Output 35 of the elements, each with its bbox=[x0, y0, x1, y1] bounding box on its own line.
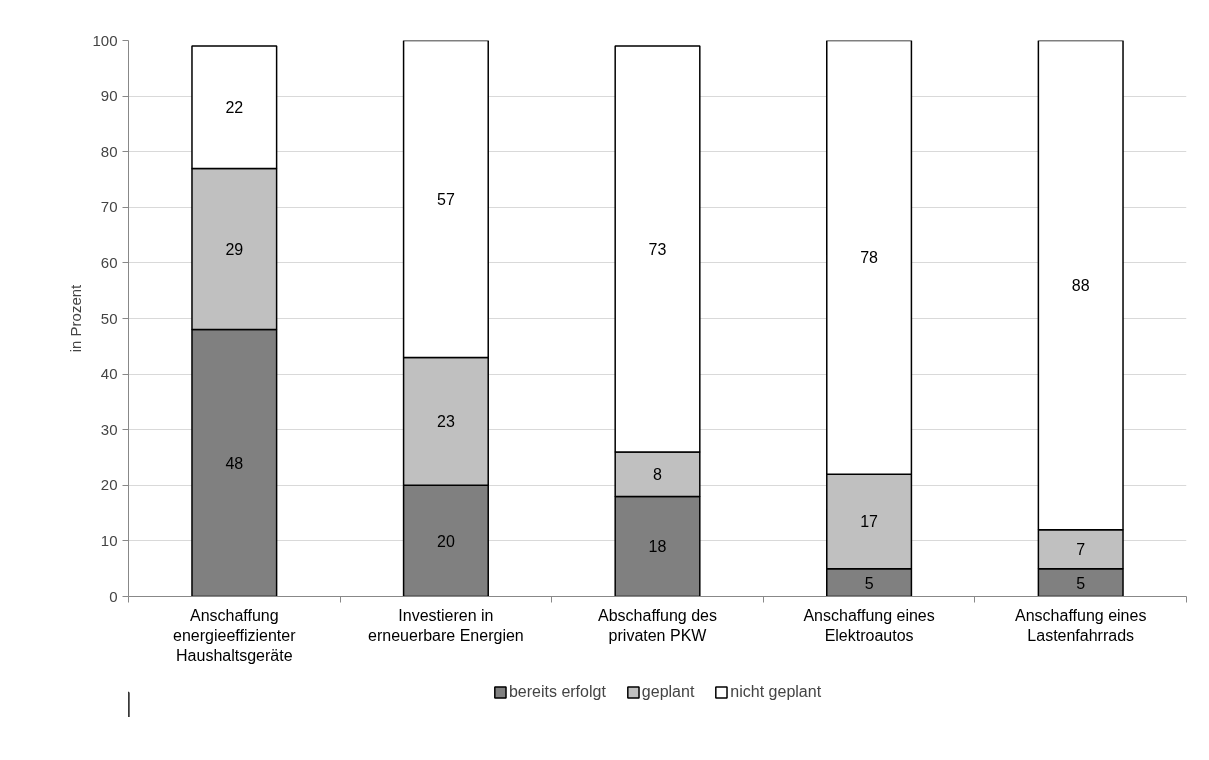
data-label: 22 bbox=[225, 99, 244, 117]
x-tick-label: Abschaffung des privaten PKW bbox=[598, 606, 717, 644]
y-tick-label: 50 bbox=[100, 309, 118, 327]
y-tick-label: 30 bbox=[100, 420, 118, 438]
data-label: 57 bbox=[437, 190, 455, 208]
data-label: 5 bbox=[864, 574, 874, 592]
data-label: 29 bbox=[225, 241, 244, 258]
data-label: 23 bbox=[437, 413, 455, 431]
legend-label: geplant bbox=[641, 683, 695, 701]
y-tick-label: 80 bbox=[100, 142, 118, 160]
data-label: 48 bbox=[225, 455, 244, 473]
data-label: 7 bbox=[1076, 541, 1086, 559]
data-label: 17 bbox=[860, 513, 879, 531]
y-tick-label: 40 bbox=[100, 365, 118, 383]
y-tick-label: 0 bbox=[109, 587, 118, 605]
data-label: 88 bbox=[1071, 277, 1090, 295]
data-label: 18 bbox=[648, 538, 667, 556]
y-axis-title: in Prozent bbox=[67, 283, 85, 353]
x-tick-label: Anschaffung eines Lastenfahrrads bbox=[1015, 606, 1147, 644]
y-tick-label: 100 bbox=[92, 31, 118, 49]
y-tick-label: 60 bbox=[100, 253, 118, 271]
data-label: 5 bbox=[1076, 574, 1086, 592]
y-tick-label: 20 bbox=[100, 476, 118, 494]
x-tick-label: Anschaffung energieeffizienter Haushaltsgeräte bbox=[173, 606, 297, 665]
data-label: 20 bbox=[437, 532, 455, 550]
data-label: 73 bbox=[648, 241, 667, 258]
legend-label: nicht geplant bbox=[730, 683, 822, 701]
x-tick-label: Investieren in erneuerbare Energien bbox=[368, 606, 524, 644]
data-label: 8 bbox=[653, 466, 663, 484]
y-tick-label: 90 bbox=[100, 87, 118, 105]
x-tick-label: Anschaffung eines Elektroautos bbox=[803, 606, 935, 644]
y-tick-label: 10 bbox=[100, 531, 118, 549]
y-tick-label: 70 bbox=[100, 198, 118, 216]
data-label: 78 bbox=[860, 249, 879, 267]
legend-label: bereits erfolgt bbox=[508, 683, 606, 701]
